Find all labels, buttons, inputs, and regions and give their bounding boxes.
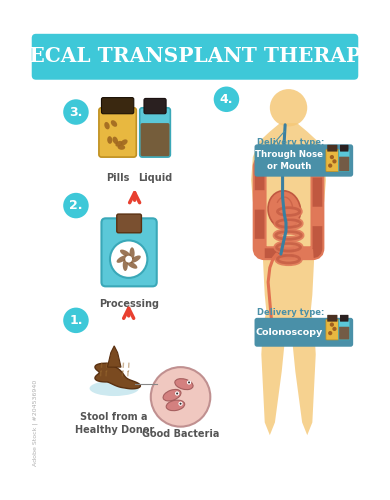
Text: Adobe Stock | #204536940: Adobe Stock | #204536940: [32, 380, 38, 466]
Text: Stool from a
Healthy Donor: Stool from a Healthy Donor: [74, 412, 154, 434]
Text: 4.: 4.: [220, 93, 233, 106]
Circle shape: [188, 382, 190, 384]
Text: 3.: 3.: [69, 106, 83, 118]
Circle shape: [125, 256, 132, 262]
Circle shape: [330, 322, 334, 326]
Circle shape: [330, 155, 334, 159]
Text: 1.: 1.: [69, 314, 83, 327]
FancyBboxPatch shape: [339, 326, 349, 340]
FancyBboxPatch shape: [140, 123, 170, 156]
FancyBboxPatch shape: [339, 150, 350, 172]
Text: Good Bacteria: Good Bacteria: [142, 429, 219, 439]
Polygon shape: [251, 123, 326, 435]
Ellipse shape: [121, 140, 128, 145]
FancyBboxPatch shape: [101, 98, 134, 114]
Text: Delivery type:: Delivery type:: [257, 138, 324, 147]
Circle shape: [175, 392, 179, 396]
Ellipse shape: [113, 136, 118, 144]
Circle shape: [187, 380, 191, 384]
FancyBboxPatch shape: [144, 98, 166, 114]
Ellipse shape: [268, 191, 301, 229]
Circle shape: [332, 326, 337, 331]
FancyBboxPatch shape: [339, 156, 349, 171]
FancyBboxPatch shape: [326, 150, 339, 172]
Circle shape: [214, 86, 239, 112]
Text: Delivery type:: Delivery type:: [257, 308, 324, 317]
FancyBboxPatch shape: [255, 318, 353, 346]
FancyBboxPatch shape: [327, 145, 337, 152]
Circle shape: [63, 308, 89, 333]
Ellipse shape: [163, 390, 181, 401]
FancyBboxPatch shape: [99, 108, 136, 157]
FancyBboxPatch shape: [326, 320, 339, 340]
Text: Pills: Pills: [106, 174, 129, 184]
Text: 2.: 2.: [69, 199, 83, 212]
Polygon shape: [107, 346, 121, 367]
Ellipse shape: [90, 380, 139, 396]
FancyBboxPatch shape: [339, 320, 350, 340]
Circle shape: [178, 402, 183, 406]
FancyBboxPatch shape: [101, 218, 157, 286]
Ellipse shape: [129, 248, 135, 259]
Ellipse shape: [111, 120, 117, 127]
Text: FECAL TRANSPLANT THERAPY: FECAL TRANSPLANT THERAPY: [15, 46, 375, 66]
Ellipse shape: [166, 400, 185, 410]
Ellipse shape: [123, 259, 128, 271]
Circle shape: [63, 100, 89, 125]
FancyBboxPatch shape: [117, 214, 142, 233]
Circle shape: [110, 240, 147, 278]
FancyBboxPatch shape: [32, 34, 358, 80]
Circle shape: [328, 331, 332, 335]
Circle shape: [332, 159, 337, 164]
Text: Colonoscopy: Colonoscopy: [256, 328, 323, 337]
Ellipse shape: [104, 122, 110, 130]
Circle shape: [63, 193, 89, 218]
Ellipse shape: [117, 144, 125, 150]
Polygon shape: [95, 363, 140, 389]
FancyBboxPatch shape: [140, 108, 170, 157]
Ellipse shape: [117, 256, 127, 263]
Circle shape: [151, 367, 210, 426]
FancyBboxPatch shape: [340, 315, 349, 322]
FancyBboxPatch shape: [255, 144, 353, 176]
Ellipse shape: [127, 262, 137, 268]
FancyBboxPatch shape: [340, 145, 349, 152]
Ellipse shape: [115, 141, 122, 146]
Ellipse shape: [120, 250, 131, 257]
FancyBboxPatch shape: [327, 315, 337, 322]
Text: Liquid: Liquid: [138, 174, 172, 184]
Ellipse shape: [130, 256, 141, 263]
Circle shape: [328, 164, 332, 168]
Ellipse shape: [175, 378, 193, 390]
Text: Through Nose
or Mouth: Through Nose or Mouth: [255, 150, 323, 171]
Circle shape: [270, 89, 307, 126]
Text: Processing: Processing: [99, 299, 159, 309]
Circle shape: [179, 402, 182, 404]
Circle shape: [176, 392, 178, 394]
Ellipse shape: [107, 136, 112, 144]
